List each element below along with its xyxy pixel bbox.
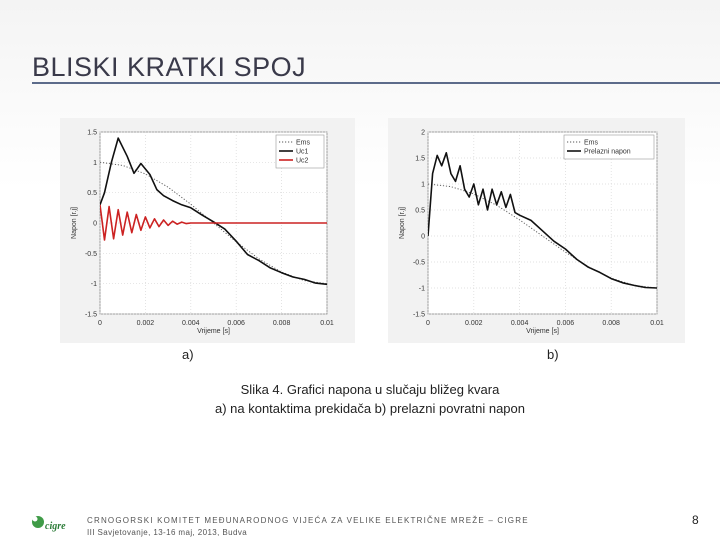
y-tick-label: -0.5: [413, 260, 425, 267]
x-tick-label: 0.004: [511, 320, 529, 327]
cigre-logo: cigre: [32, 516, 66, 532]
series-line-2: [100, 137, 327, 286]
y-tick-label: -1.5: [413, 312, 425, 319]
y-tick-label: 1: [93, 160, 97, 167]
y-tick-label: 1.5: [415, 156, 425, 163]
y-tick-label: -1: [419, 286, 425, 293]
y-tick-label: -1.5: [85, 312, 97, 319]
y-axis-label: Napon [r.j]: [71, 207, 78, 239]
chart-a-label: a): [182, 347, 194, 362]
chart-a: 0 0.002 0.004 0.006 0.008 0.01 -1.5 -1 -0.5 0 0.5 1…: [60, 118, 355, 343]
series-line-3: [100, 204, 327, 241]
series-line-2: [428, 151, 657, 289]
legend-label: Ems: [296, 140, 311, 147]
x-axis-label: Vrijeme [s]: [197, 328, 230, 335]
y-tick-label: 0.5: [87, 190, 97, 197]
y-tick-label: 1.5: [87, 130, 97, 137]
x-tick-label: 0: [98, 320, 102, 327]
caption-line-2: a) na kontaktima prekidača b) prelazni p…: [214, 401, 525, 416]
footer-event: III Savjetovanje, 13-16 maj, 2013, Budva: [87, 528, 248, 537]
series-line-1: [100, 161, 327, 285]
x-tick-label: 0.01: [650, 320, 664, 327]
legend-label: Prelazni napon: [584, 149, 631, 156]
y-tick-label: 2: [421, 130, 425, 137]
page-number: 8: [692, 513, 699, 527]
logo-text: cigre: [45, 521, 66, 532]
x-tick-label: 0.006: [557, 320, 575, 327]
x-axis-label: Vrijeme [s]: [526, 328, 559, 335]
x-tick-label: 0.002: [465, 320, 483, 327]
y-tick-label: -1: [91, 281, 97, 288]
figure-caption: Slika 4. Grafici napona u slučaju bližeg…: [150, 380, 590, 418]
legend-label: Uc2: [296, 158, 309, 165]
y-tick-label: -0.5: [85, 251, 97, 258]
y-axis-label: Napon [r.j]: [399, 207, 406, 239]
y-tick-label: 0: [93, 221, 97, 228]
x-tick-label: 0: [426, 320, 430, 327]
y-tick-label: 0: [421, 234, 425, 241]
footer-organization: CRNOGORSKI KOMITET MEĐUNARODNOG VIJEĆA Z…: [87, 516, 529, 525]
x-tick-label: 0.008: [602, 320, 620, 327]
y-tick-label: 0.5: [415, 208, 425, 215]
x-tick-label: 0.008: [273, 320, 291, 327]
x-tick-label: 0.004: [182, 320, 200, 327]
legend-box: [563, 134, 655, 160]
title-underline: [32, 82, 720, 84]
legend-label: Ems: [584, 140, 599, 147]
chart-b: 0 0.002 0.004 0.006 0.008 0.01 -1.5 -1 -0.5 0 0.5 1…: [388, 118, 685, 343]
legend-label: Uc1: [296, 149, 309, 156]
x-tick-label: 0.01: [320, 320, 334, 327]
slide-title: BLISKI KRATKI SPOJ: [32, 52, 307, 82]
plot-area: [427, 131, 658, 315]
x-tick-label: 0.006: [227, 320, 245, 327]
caption-line-1: Slika 4. Grafici napona u slučaju bližeg…: [240, 382, 500, 397]
chart-b-label: b): [547, 347, 559, 362]
x-tick-label: 0.002: [137, 320, 155, 327]
y-tick-label: 1: [421, 182, 425, 189]
